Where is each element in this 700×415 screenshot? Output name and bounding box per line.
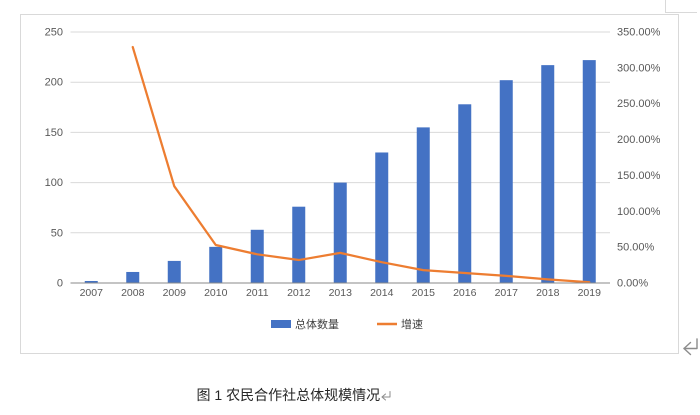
svg-text:350.00%: 350.00% — [617, 27, 661, 39]
svg-text:0: 0 — [57, 278, 63, 290]
svg-text:2014: 2014 — [370, 287, 394, 299]
svg-text:2009: 2009 — [163, 287, 187, 299]
svg-text:2017: 2017 — [495, 287, 519, 299]
svg-text:150.00%: 150.00% — [617, 170, 661, 182]
svg-text:2012: 2012 — [287, 287, 311, 299]
svg-text:2011: 2011 — [246, 287, 269, 299]
svg-text:150: 150 — [45, 127, 63, 139]
svg-text:50: 50 — [51, 227, 63, 239]
svg-text:50.00%: 50.00% — [617, 242, 655, 254]
svg-text:250: 250 — [45, 27, 63, 39]
svg-text:2015: 2015 — [412, 287, 436, 299]
svg-text:0.00%: 0.00% — [617, 278, 648, 290]
svg-text:200: 200 — [45, 77, 63, 89]
svg-text:200.00%: 200.00% — [617, 134, 661, 146]
svg-text:2019: 2019 — [578, 287, 602, 299]
svg-text:300.00%: 300.00% — [617, 62, 661, 74]
svg-text:250.00%: 250.00% — [617, 98, 661, 110]
svg-text:2013: 2013 — [329, 287, 353, 299]
svg-text:2016: 2016 — [453, 287, 477, 299]
svg-text:增速: 增速 — [401, 317, 423, 331]
svg-text:100.00%: 100.00% — [617, 206, 661, 218]
svg-text:2007: 2007 — [80, 287, 104, 299]
svg-text:总体数量: 总体数量 — [295, 317, 339, 331]
svg-text:100: 100 — [45, 177, 63, 189]
svg-text:2010: 2010 — [204, 287, 228, 299]
svg-text:2018: 2018 — [536, 287, 560, 299]
svg-text:图 1 农民合作社总体规模情况: 图 1 农民合作社总体规模情况 — [197, 387, 381, 403]
svg-text:2008: 2008 — [121, 287, 145, 299]
